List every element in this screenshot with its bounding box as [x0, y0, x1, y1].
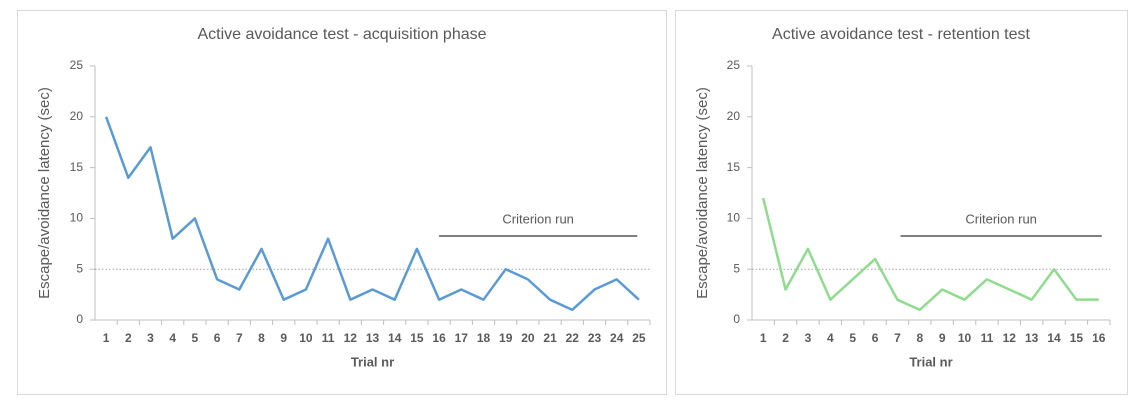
x-tick-label: 7	[894, 331, 901, 345]
y-tick-label: 15	[727, 160, 741, 174]
y-tick-label: 25	[70, 58, 84, 72]
x-tick-label: 23	[588, 331, 602, 345]
x-tick-label: 17	[455, 331, 469, 345]
panel	[17, 10, 667, 395]
x-tick-label: 10	[299, 331, 313, 345]
chart-title: Active avoidance test - acquisition phas…	[197, 26, 486, 43]
x-tick-label: 13	[366, 331, 380, 345]
x-tick-label: 9	[939, 331, 946, 345]
x-axis-title: Trial nr	[351, 354, 394, 369]
annotation: Criterion run	[502, 211, 574, 226]
y-tick-label: 0	[76, 312, 83, 326]
data-line	[104, 116, 640, 312]
x-tick-label: 9	[280, 331, 287, 345]
x-tick-label: 6	[214, 331, 221, 345]
x-tick-label: 15	[410, 331, 424, 345]
x-tick-label: 19	[499, 331, 513, 345]
x-tick-label: 18	[477, 331, 491, 345]
data-line	[761, 197, 1099, 312]
x-tick-label: 14	[388, 331, 402, 345]
x-tick-label: 12	[1003, 331, 1017, 345]
annotation: Criterion run	[965, 211, 1037, 226]
y-tick-label: 15	[70, 160, 84, 174]
y-tick-label: 0	[733, 312, 740, 326]
x-tick-label: 12	[344, 331, 358, 345]
x-tick-label: 8	[258, 331, 265, 345]
y-tick-label: 20	[727, 109, 741, 123]
x-tick-label: 4	[827, 331, 834, 345]
chart-title: Active avoidance test - retention test	[772, 26, 1030, 43]
x-tick-label: 15	[1070, 331, 1084, 345]
x-tick-label: 20	[521, 331, 535, 345]
x-tick-label: 11	[322, 331, 335, 345]
y-tick-label: 5	[76, 261, 83, 275]
y-tick-label: 5	[733, 261, 740, 275]
x-tick-label: 13	[1025, 331, 1039, 345]
x-tick-label: 5	[192, 331, 199, 345]
y-axis-title: Escape/avoidance latency (sec)	[694, 87, 711, 299]
x-tick-label: 7	[236, 331, 243, 345]
y-axis-title: Escape/avoidance latency (sec)	[36, 87, 53, 299]
x-tick-label: 2	[125, 331, 132, 345]
y-tick-label: 20	[70, 109, 84, 123]
x-tick-label: 16	[1092, 331, 1106, 345]
x-tick-label: 10	[958, 331, 972, 345]
x-tick-label: 3	[147, 331, 154, 345]
x-tick-label: 5	[849, 331, 856, 345]
y-tick-label: 10	[70, 211, 84, 225]
x-tick-label: 25	[632, 331, 646, 345]
x-tick-label: 22	[566, 331, 580, 345]
x-tick-label: 3	[805, 331, 812, 345]
x-tick-label: 21	[543, 331, 557, 345]
y-tick-label: 25	[727, 58, 741, 72]
x-tick-label: 16	[432, 331, 446, 345]
x-tick-label: 8	[916, 331, 923, 345]
x-tick-label: 24	[610, 331, 624, 345]
panel	[675, 10, 1128, 395]
x-axis-title: Trial nr	[909, 354, 952, 369]
y-tick-label: 10	[727, 211, 741, 225]
x-tick-label: 6	[872, 331, 879, 345]
x-tick-label: 4	[169, 331, 176, 345]
x-tick-label: 1	[760, 331, 767, 345]
x-tick-label: 14	[1047, 331, 1061, 345]
x-tick-label: 1	[103, 331, 110, 345]
x-tick-label: 11	[981, 331, 994, 345]
x-tick-label: 2	[782, 331, 789, 345]
